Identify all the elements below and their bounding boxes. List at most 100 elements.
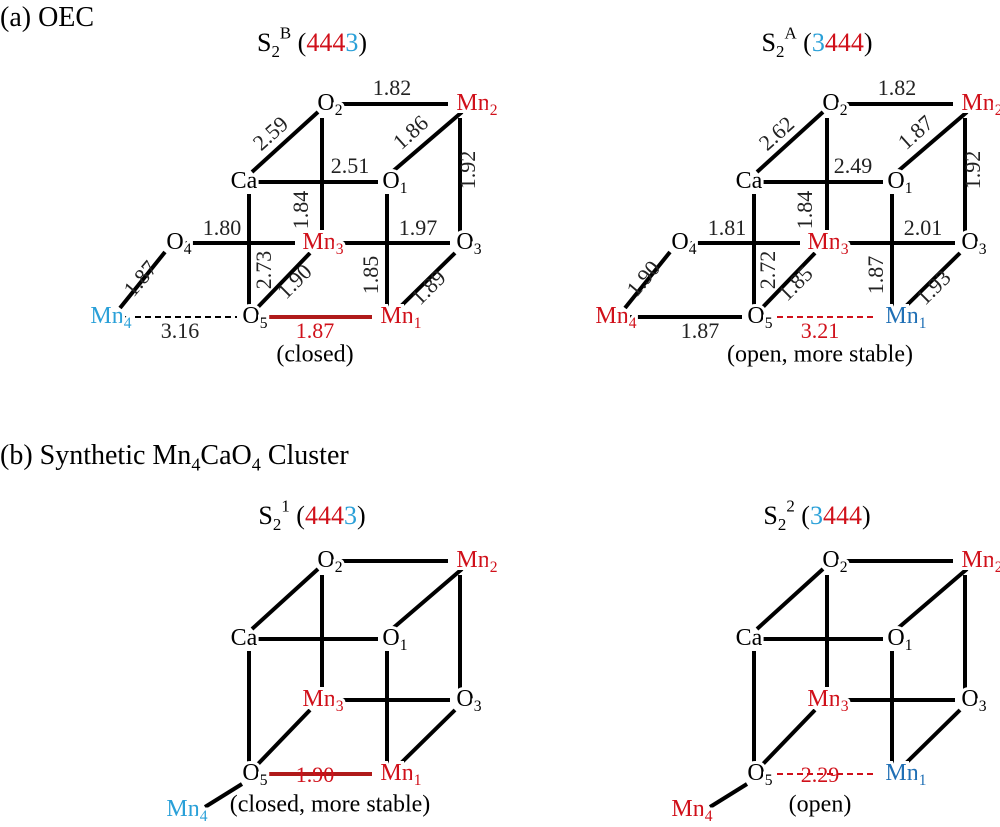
atom-label: O3 [961, 686, 986, 715]
text-run: Mn [595, 303, 628, 329]
bond-length: 1.87 [296, 318, 335, 343]
bond [250, 567, 320, 631]
text-run: 3 [345, 28, 358, 57]
text-run: O [822, 90, 839, 116]
text-run: 5 [765, 315, 773, 332]
atom-label: O5 [747, 760, 772, 789]
atom-label: Mn4 [166, 796, 207, 825]
bond-length: 1.82 [373, 75, 412, 100]
text-run: 3 [979, 698, 987, 715]
bond [256, 708, 312, 766]
text-run: 3 [812, 28, 825, 57]
text-run: Ca [231, 625, 258, 651]
text-run: 1 [905, 637, 913, 654]
text-run: ( [797, 28, 812, 57]
bond [203, 782, 244, 809]
bond-length: 1.86 [388, 110, 433, 154]
text-run: O [822, 547, 839, 573]
text-run: O [887, 168, 904, 194]
atom-label: Mn4 [595, 303, 636, 332]
text-run: S [258, 501, 272, 530]
bond-length: 1.90 [272, 259, 317, 304]
text-run: Mn [885, 303, 918, 329]
text-run: Mn [456, 90, 489, 116]
atom-label: Mn2 [456, 547, 497, 576]
text-run: O [456, 229, 473, 255]
text-run: O [961, 686, 978, 712]
bond [390, 567, 464, 631]
bond [256, 251, 312, 309]
bond-length: 1.97 [399, 215, 438, 240]
text-run: S [763, 501, 777, 530]
text-run: O [242, 760, 259, 786]
text-run: O [166, 229, 183, 255]
text-run: 444 [825, 28, 864, 57]
bond [708, 782, 749, 809]
bond-length: 2.62 [754, 111, 799, 155]
bond-length: 1.81 [708, 215, 747, 240]
text-run: 1 [919, 772, 927, 789]
text-run: Ca [736, 168, 763, 194]
atom-label: Ca [231, 625, 258, 651]
text-run: 2 [776, 42, 784, 61]
bond [250, 110, 320, 174]
atom-label: O2 [822, 90, 847, 119]
text-run: 444 [306, 28, 345, 57]
atom-label: O2 [317, 90, 342, 119]
text-run: (a) OEC [0, 2, 94, 33]
text-run: Mn [166, 796, 199, 822]
atom-label: Ca [736, 625, 763, 651]
atom-label: O4 [671, 229, 696, 258]
text-run: ) [862, 501, 871, 530]
text-run: S [762, 28, 776, 57]
bond-length: 1.87 [863, 256, 888, 295]
text-run: 2 [995, 102, 1000, 119]
atom-label: O1 [382, 625, 407, 654]
text-run: 3 [336, 241, 344, 258]
text-run: O [382, 168, 399, 194]
bond [903, 708, 962, 766]
bond-length: 1.85 [358, 256, 383, 295]
text-run: Mn [961, 547, 994, 573]
atom-label: Mn3 [302, 229, 343, 258]
atom-label: O5 [242, 303, 267, 332]
bond-length: 2.72 [755, 251, 780, 290]
panel-caption: (open, more stable) [727, 342, 913, 368]
bond-length: 2.73 [251, 251, 276, 290]
section-heading: (a) OEC [0, 2, 94, 33]
text-run: ) [864, 28, 873, 57]
text-run: O [456, 686, 473, 712]
text-run: 2 [335, 559, 343, 576]
text-run: 3 [841, 698, 849, 715]
panel-title: S2A (3444) [762, 23, 873, 60]
text-run: ( [795, 501, 810, 530]
text-run: O [317, 547, 334, 573]
text-run: 2 [490, 102, 498, 119]
text-run: 1 [414, 315, 422, 332]
atom-label: Mn3 [807, 229, 848, 258]
text-run: Mn [807, 229, 840, 255]
bond-length: 3.16 [161, 318, 200, 343]
panel-title: S21 (4443) [258, 496, 365, 533]
atom-label: O5 [242, 760, 267, 789]
text-run: O [747, 303, 764, 329]
text-run: 2 [778, 515, 786, 534]
text-run: B [280, 23, 291, 42]
bond [398, 708, 457, 766]
atom-label: Mn1 [380, 303, 421, 332]
text-run: Cluster [261, 440, 350, 471]
bond-length: 2.51 [331, 153, 370, 178]
text-run: Mn [885, 760, 918, 786]
text-run: Mn [961, 90, 994, 116]
text-run: 2 [995, 559, 1000, 576]
text-run: 2 [273, 515, 281, 534]
bond [118, 250, 167, 310]
text-run: 2 [335, 102, 343, 119]
text-run: 3 [336, 698, 344, 715]
text-run: O [382, 625, 399, 651]
text-run: 4 [191, 455, 200, 475]
text-run: 5 [260, 315, 268, 332]
bond [895, 567, 969, 631]
text-run: ) [358, 28, 367, 57]
atom-label: O3 [456, 686, 481, 715]
